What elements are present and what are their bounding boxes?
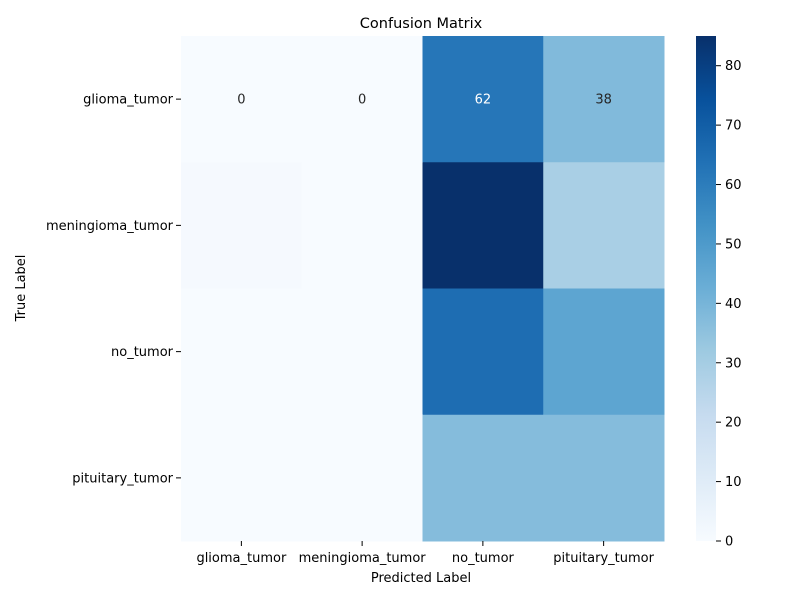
x-tick-label: no_tumor [452, 551, 515, 566]
heatmap-cell [543, 288, 665, 416]
colorbar-tick-label: 0 [725, 535, 733, 550]
y-tick-label: meningioma_tumor [46, 219, 174, 234]
y-tick-label: pituitary_tumor [72, 471, 173, 486]
colorbar-tick-label: 20 [725, 416, 742, 431]
x-axis-label: Predicted Label [371, 571, 471, 586]
colorbar-tick-label: 60 [725, 178, 742, 193]
heatmap-cell [543, 162, 665, 289]
chart-title: Confusion Matrix [360, 16, 483, 32]
heatmap-cells [181, 36, 665, 542]
heatmap-cell [543, 36, 665, 163]
heatmap-cell [181, 36, 303, 163]
colorbar-tick-label: 40 [725, 297, 742, 312]
heatmap-cell [422, 288, 544, 416]
heatmap-cell [301, 288, 423, 416]
heatmap-cell [181, 414, 303, 542]
cell-annotation: 0 [358, 93, 366, 108]
x-axis: glioma_tumor meningioma_tumor no_tumor pitu… [196, 541, 655, 566]
colorbar-tick-label: 80 [725, 59, 742, 74]
cell-annotation: 38 [595, 93, 612, 108]
heatmap-cell [181, 162, 303, 289]
colorbar-tick-label: 50 [725, 237, 742, 252]
heatmap-cell [543, 414, 665, 542]
heatmap-cell [422, 162, 544, 289]
x-tick-label: meningioma_tumor [299, 551, 427, 566]
heatmap-cell [422, 414, 544, 542]
heatmap-cell [301, 36, 423, 163]
y-tick-label: glioma_tumor [83, 93, 174, 108]
heatmap-cell [301, 162, 423, 289]
heatmap-cell [181, 288, 303, 416]
y-axis: glioma_tumor meningioma_tumor no_tumorpitu… [46, 93, 181, 486]
cell-annotations: 0 0 62 38 [237, 93, 612, 108]
colorbar-tick-label: 30 [725, 356, 742, 371]
y-axis-label: True Label [14, 255, 29, 323]
y-tick-label: no_tumor [111, 345, 174, 360]
cell-annotation: 62 [475, 93, 492, 108]
colorbar [696, 36, 716, 541]
colorbar-ticks: 0 10 20 30 40 50 60 70 80 [716, 59, 742, 550]
heatmap-cell [301, 414, 423, 542]
colorbar-tick-label: 70 [725, 119, 742, 134]
x-tick-label: pituitary_tumor [553, 551, 654, 566]
heatmap-cell [422, 36, 544, 163]
colorbar-tick-label: 10 [725, 475, 742, 490]
cell-annotation: 0 [237, 93, 245, 108]
x-tick-label: glioma_tumor [196, 551, 287, 566]
